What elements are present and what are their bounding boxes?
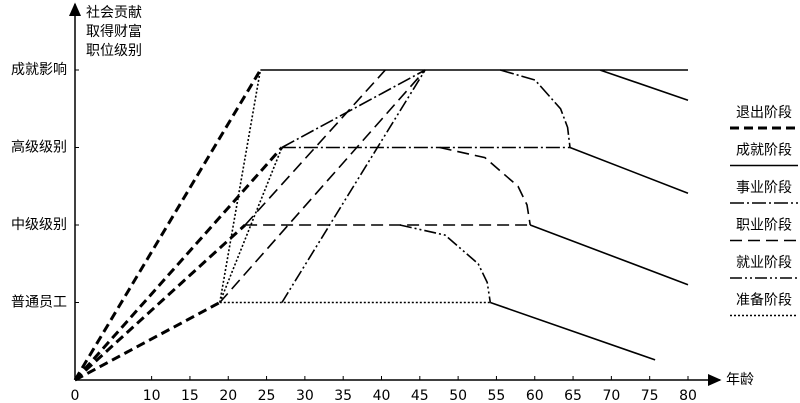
legend-label: 退出阶段 (736, 105, 792, 121)
x-tick-label: 45 (411, 388, 429, 403)
series-line (219, 69, 491, 304)
x-tick-label: 30 (296, 388, 314, 403)
x-tick-label: 40 (373, 388, 391, 403)
x-tick-label: 75 (641, 388, 659, 403)
y-tick-label: 高级级别 (11, 139, 67, 156)
x-tick-label: 35 (334, 388, 352, 403)
x-tick-label: 15 (181, 388, 199, 403)
legend-label: 职业阶段 (736, 218, 792, 234)
x-tick-label: 70 (602, 388, 620, 403)
x-axis-title: 年龄 (726, 372, 754, 388)
series-line (260, 69, 689, 361)
legend-label: 就业阶段 (736, 255, 792, 271)
y-tick-label: 成就影响 (11, 62, 67, 78)
x-tick-label: 0 (71, 388, 80, 403)
x-tick-label: 60 (526, 388, 544, 403)
x-tick-label: 55 (488, 388, 506, 403)
x-tick-label: 10 (143, 388, 161, 403)
y-axis-title: 职位级别 (86, 43, 142, 59)
series-line (73, 69, 284, 382)
x-tick-label: 80 (679, 388, 697, 403)
legend-label: 成就阶段 (736, 143, 792, 159)
x-tick-label: 65 (564, 388, 582, 403)
series-line (281, 69, 571, 149)
y-tick-label: 普通员工 (11, 295, 67, 311)
legend-label: 准备阶段 (736, 292, 792, 309)
series-line (281, 69, 492, 303)
y-axis-title: 社会贡献 (86, 5, 142, 21)
x-tick-label: 50 (449, 388, 467, 403)
legend-label: 事业阶段 (736, 180, 792, 196)
y-tick-label: 中级级别 (11, 217, 67, 233)
x-tick-label: 20 (219, 388, 237, 403)
series-line (219, 69, 531, 304)
x-tick-label: 25 (258, 388, 276, 403)
y-axis-title: 取得财富 (86, 23, 142, 40)
